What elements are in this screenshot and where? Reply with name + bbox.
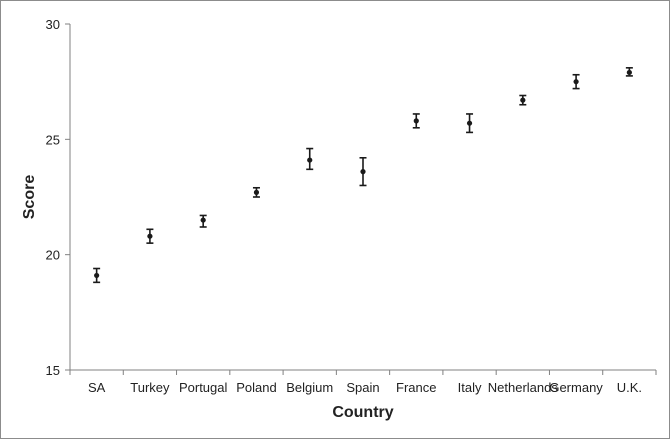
x-tick-label: Belgium: [286, 380, 333, 395]
point-marker: [307, 157, 313, 163]
point-marker: [573, 79, 579, 85]
y-axis-title: Score: [21, 175, 38, 220]
data-point-sa: [93, 267, 101, 284]
data-point-portugal: [199, 214, 207, 228]
x-tick-label: France: [396, 380, 436, 395]
point-marker: [520, 97, 526, 103]
point-marker: [466, 120, 473, 126]
point-marker: [413, 118, 419, 124]
x-axis: SA Turkey Portugal Poland Belgium Spain France…: [69, 369, 657, 395]
data-point-germany: [572, 73, 580, 90]
x-tick-label: SA: [88, 380, 106, 395]
data-point-belgium: [306, 147, 314, 171]
x-tick-label: Portugal: [179, 380, 228, 395]
x-tick-label: Spain: [346, 380, 379, 395]
data-point-spain: [359, 156, 367, 187]
data-points: [93, 67, 633, 284]
point-marker: [626, 69, 632, 76]
y-tick-label: 30: [46, 17, 60, 32]
x-tick-label: Poland: [236, 380, 276, 395]
x-axis-title: Country: [332, 404, 393, 421]
y-tick-label: 15: [46, 363, 60, 378]
data-point-poland: [252, 186, 260, 198]
point-marker: [360, 169, 366, 175]
data-point-u-k: [625, 67, 633, 77]
point-marker: [94, 272, 100, 279]
y-axis: 15 20 25 30: [46, 17, 71, 378]
data-point-italy: [466, 113, 474, 134]
x-tick-label: Turkey: [130, 380, 170, 395]
data-point-netherlands: [519, 94, 527, 106]
point-marker: [200, 217, 206, 223]
y-tick-label: 20: [46, 248, 60, 263]
data-point-turkey: [146, 228, 154, 244]
x-tick-label: U.K.: [617, 380, 642, 395]
point-marker: [147, 233, 153, 239]
x-tick-label: Italy: [458, 380, 482, 395]
data-point-france: [412, 113, 420, 129]
x-tick-label: Germany: [549, 380, 603, 395]
point-marker: [253, 189, 260, 195]
x-tick-label: Netherlands: [488, 380, 559, 395]
y-tick-label: 25: [46, 132, 60, 147]
